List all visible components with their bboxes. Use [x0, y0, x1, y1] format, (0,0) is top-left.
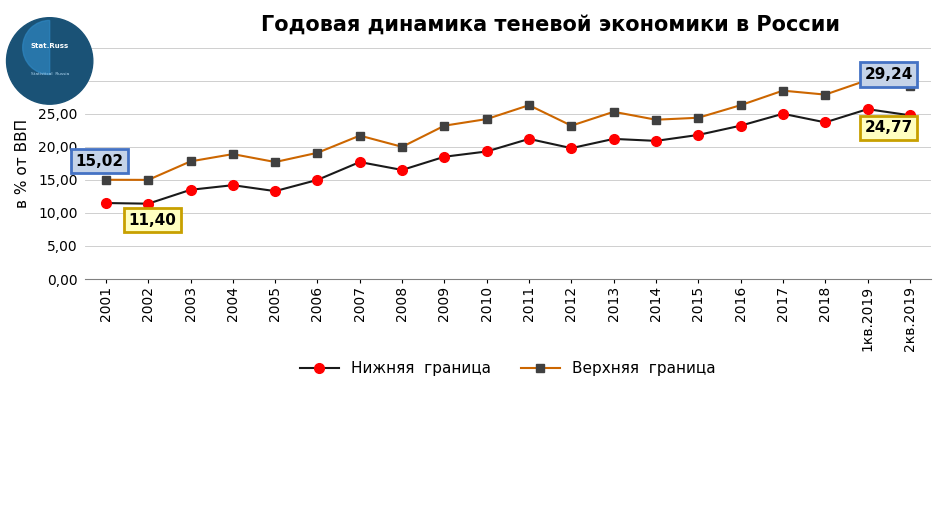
Y-axis label: в % от ВВП: в % от ВВП	[15, 119, 30, 208]
Text: 24,77: 24,77	[865, 120, 913, 135]
Text: Stat.Russ: Stat.Russ	[30, 42, 69, 49]
Circle shape	[7, 17, 93, 104]
Text: 11,40: 11,40	[129, 213, 176, 228]
Wedge shape	[23, 20, 49, 74]
Legend: Нижняя  граница, Верхняя  граница: Нижняя граница, Верхняя граница	[294, 355, 722, 383]
Text: 29,24: 29,24	[865, 67, 913, 82]
Text: 15,02: 15,02	[76, 154, 124, 169]
Title: Годовая динамика теневой экономики в России: Годовая динамика теневой экономики в Рос…	[261, 15, 840, 35]
Text: Statistical  Russia: Statistical Russia	[30, 73, 69, 76]
